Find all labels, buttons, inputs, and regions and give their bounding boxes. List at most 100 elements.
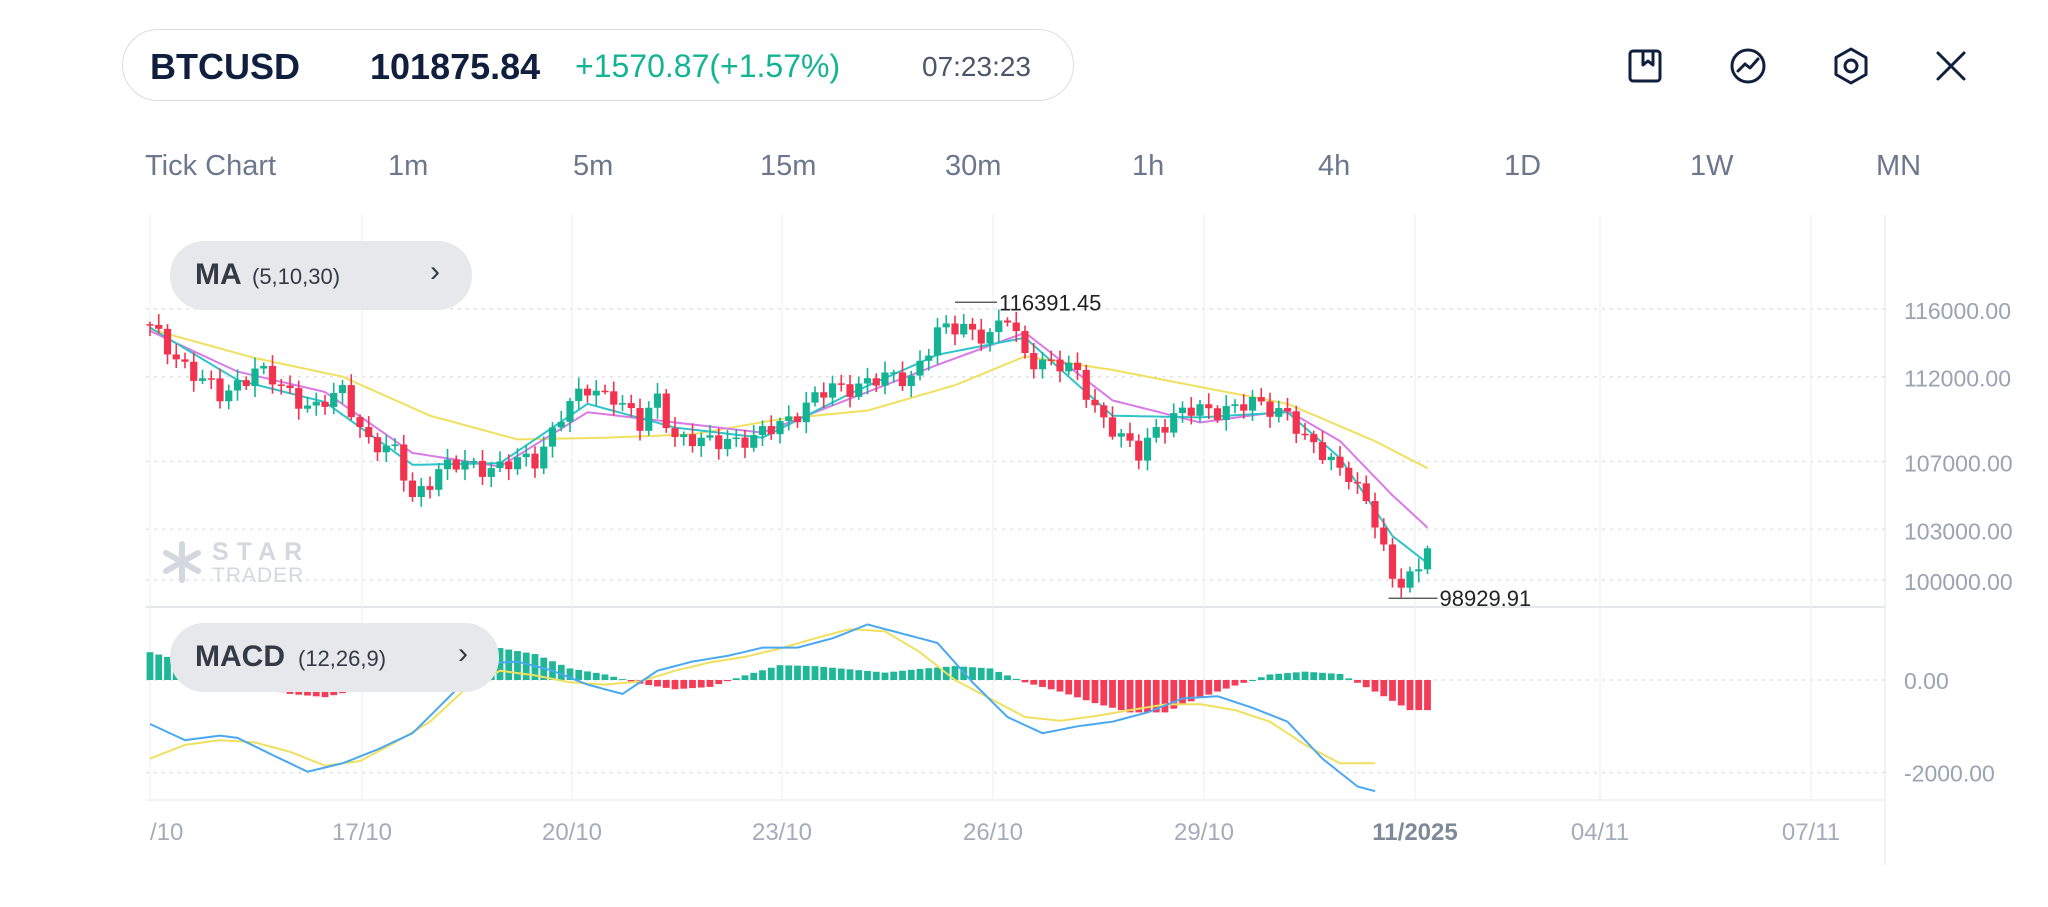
candle-body: [1327, 456, 1335, 461]
candle-body: [1353, 482, 1362, 484]
close-icon: [1936, 51, 1966, 81]
macd-histogram-bar: [715, 680, 723, 685]
macd-histogram-bar: [1327, 673, 1335, 680]
candle-body: [540, 446, 548, 469]
macd-histogram-bar: [1424, 680, 1431, 711]
settings-button[interactable]: [1829, 44, 1873, 88]
macd-histogram-bar: [689, 680, 696, 689]
candle-body: [837, 383, 845, 385]
macd-histogram-bar: [1161, 680, 1169, 713]
tab-1d[interactable]: 1D: [1504, 150, 1542, 182]
candle-body: [1388, 544, 1397, 579]
tab-1m[interactable]: 1m: [388, 150, 429, 182]
macd-histogram-bar: [706, 680, 714, 687]
tab-30m[interactable]: 30m: [945, 150, 1002, 182]
timeframe-tabs: Tick Chart 1m 5m 15m 30m 1h 4h 1D 1W MN: [0, 150, 2048, 194]
macd-histogram-bar: [1222, 680, 1230, 689]
candle-body: [452, 459, 460, 470]
candle-body: [618, 403, 627, 405]
candle-body: [1161, 427, 1169, 433]
macd-histogram-bar: [759, 670, 766, 680]
candle-body: [671, 428, 679, 438]
symbol-header-pill: [122, 29, 1074, 101]
candle-body: [1100, 405, 1108, 418]
candle-body: [1415, 569, 1423, 572]
macd-histogram-bar: [662, 680, 670, 688]
candle-body: [1292, 411, 1300, 434]
date-axis-label: /10: [150, 819, 183, 846]
watermark-line2: TRADER: [212, 564, 305, 587]
macd-histogram-bar: [1336, 673, 1344, 680]
candle-body: [680, 434, 688, 438]
bookmark-button[interactable]: [1623, 44, 1667, 88]
macd-histogram-bar: [601, 674, 609, 680]
macd-histogram-bar: [785, 665, 793, 680]
candle-body: [1275, 408, 1283, 417]
macd-indicator-pill[interactable]: MACD (12,26,9) ›: [170, 623, 499, 692]
candle-body: [286, 385, 294, 389]
candle-body: [417, 486, 425, 498]
candle-body: [225, 390, 233, 402]
candle-body: [863, 378, 872, 384]
candle-body: [557, 421, 565, 428]
indicator-button[interactable]: [1726, 44, 1770, 88]
tab-5m[interactable]: 5m: [573, 150, 614, 182]
candle-body: [496, 461, 504, 469]
candle-body: [846, 384, 854, 397]
macd-histogram-bar: [750, 672, 758, 680]
candle-body: [706, 435, 714, 438]
tab-15m[interactable]: 15m: [760, 150, 817, 182]
candle-body: [636, 408, 644, 431]
candle-body: [723, 439, 732, 450]
candle-body: [1397, 578, 1405, 588]
candle-body: [995, 320, 1003, 333]
tab-mn[interactable]: MN: [1876, 150, 1922, 182]
macd-histogram-bar: [767, 667, 775, 680]
macd-histogram-bar: [741, 675, 749, 680]
macd-histogram-bar: [864, 670, 871, 680]
candle-body: [330, 393, 338, 407]
macd-histogram-bar: [1284, 673, 1291, 680]
candle-body: [163, 328, 172, 355]
close-button[interactable]: [1929, 44, 1973, 88]
price-axis-label: 116000.00: [1904, 298, 2011, 324]
macd-histogram-bar: [1100, 680, 1108, 706]
macd-histogram-bar: [566, 668, 574, 680]
ma-indicator-pill[interactable]: MA (5,10,30) ›: [170, 241, 472, 310]
tab-4h[interactable]: 4h: [1318, 150, 1351, 182]
candle-body: [785, 416, 793, 422]
max-price-label: 116391.45: [999, 290, 1101, 315]
macd-histogram-bar: [1091, 680, 1099, 704]
date-axis-label: 23/10: [752, 819, 812, 846]
macd-histogram-bar: [934, 667, 941, 680]
macd-histogram-bar: [1109, 680, 1116, 708]
macd-histogram-bar: [610, 676, 618, 680]
macd-histogram-bar: [1389, 680, 1396, 701]
macd-axis-label: 0.00: [1904, 668, 1949, 694]
bookmark-icon: [1628, 49, 1662, 83]
candle-body: [758, 426, 767, 436]
candle-body: [1283, 408, 1292, 412]
candle-body: [933, 327, 942, 356]
macd-histogram-bar: [969, 667, 976, 680]
price-change: +1570.87(+1.57%): [575, 48, 841, 84]
candle-body: [268, 365, 277, 385]
candle-body: [1301, 433, 1309, 436]
macd-histogram-bar: [986, 668, 994, 680]
macd-histogram-bar: [619, 679, 626, 681]
tab-tick-chart[interactable]: Tick Chart: [145, 150, 277, 182]
tab-1h[interactable]: 1h: [1132, 150, 1165, 182]
candle-body: [531, 453, 539, 469]
candle-body: [190, 361, 198, 381]
candle-body: [505, 461, 513, 470]
chevron-right-icon: ›: [430, 255, 440, 288]
macd-histogram-bar: [645, 680, 653, 686]
macd-histogram-bar: [916, 668, 924, 680]
tab-1w[interactable]: 1W: [1690, 150, 1734, 182]
candle-body: [793, 416, 802, 423]
candle-body: [566, 401, 574, 422]
candle-body: [697, 437, 705, 447]
macd-histogram-bar: [881, 672, 889, 680]
macd-histogram-bar: [1196, 680, 1204, 698]
